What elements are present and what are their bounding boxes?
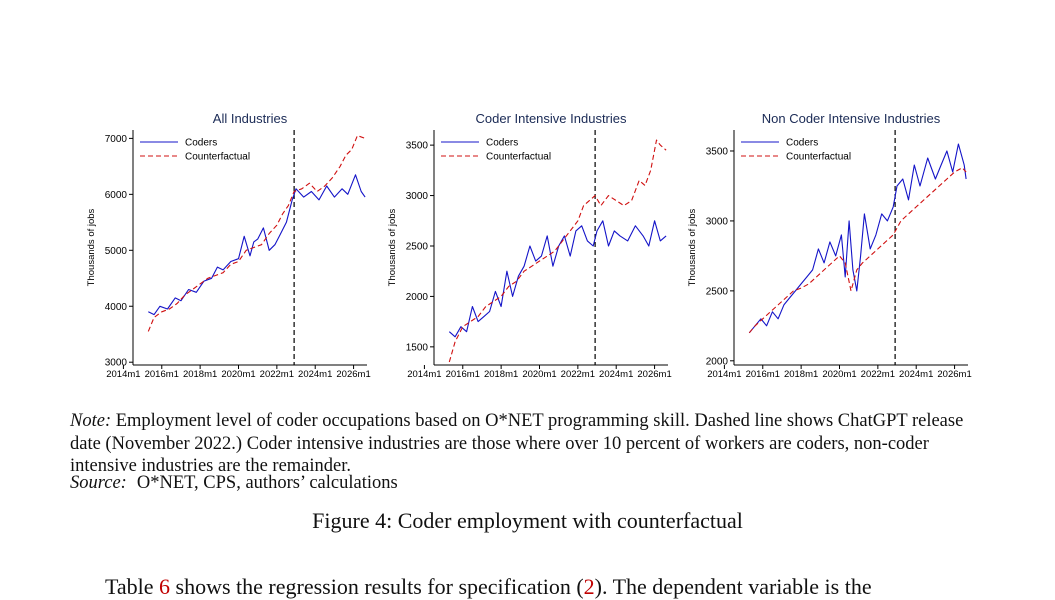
legend-label: Counterfactual bbox=[185, 152, 250, 163]
chart-panel-1: All Industries 3000 4000 5000 6000 7000 2014m1… bbox=[86, 111, 371, 380]
series-line-counterfactual bbox=[748, 167, 967, 334]
figure-caption: Figure 4: Coder employment with counterf… bbox=[312, 508, 743, 533]
legend-label: Coders bbox=[185, 138, 217, 149]
x-tick-label: 2014m1 bbox=[106, 369, 140, 380]
y-axis-label: Thousands of jobs bbox=[387, 208, 398, 286]
series-line-coders bbox=[748, 143, 967, 334]
x-tick-label: 2026m1 bbox=[937, 369, 971, 380]
legend-label: Counterfactual bbox=[786, 152, 851, 163]
y-axis-label: Thousands of jobs bbox=[86, 208, 97, 286]
x-tick-label: 2014m1 bbox=[707, 369, 741, 380]
y-tick-label: 7000 bbox=[105, 134, 128, 145]
legend-label: Coders bbox=[486, 138, 518, 149]
legend-label: Counterfactual bbox=[486, 152, 551, 163]
source-label: Source: bbox=[70, 473, 127, 493]
y-tick-label: 5000 bbox=[105, 246, 128, 257]
chart-title: All Industries bbox=[213, 111, 288, 126]
chart-title: Non Coder Intensive Industries bbox=[762, 111, 941, 126]
y-tick-label: 3000 bbox=[706, 216, 729, 227]
y-tick-label: 2500 bbox=[406, 241, 429, 252]
x-tick-label: 2018m1 bbox=[784, 369, 818, 380]
x-tick-label: 2026m1 bbox=[637, 369, 671, 380]
y-tick-label: 3000 bbox=[105, 358, 128, 369]
y-axis-label: Thousands of jobs bbox=[687, 208, 698, 286]
chart-title: Coder Intensive Industries bbox=[475, 111, 627, 126]
note-label: Note: bbox=[70, 411, 112, 431]
y-tick-label: 3500 bbox=[406, 141, 429, 152]
x-tick-label: 2018m1 bbox=[484, 369, 518, 380]
figure-source: Source: O*NET, CPS, authors’ calculations bbox=[70, 472, 398, 494]
y-tick-label: 4000 bbox=[105, 302, 128, 313]
y-tick-label: 3000 bbox=[406, 191, 429, 202]
x-tick-label: 2016m1 bbox=[145, 369, 179, 380]
figure-note: Note: Employment level of coder occupati… bbox=[70, 410, 990, 478]
y-tick-label: 1500 bbox=[406, 342, 429, 353]
x-tick-label: 2024m1 bbox=[899, 369, 933, 380]
y-tick-label: 2000 bbox=[406, 292, 429, 303]
x-tick-label: 2022m1 bbox=[561, 369, 595, 380]
series-line-coders bbox=[448, 220, 667, 338]
x-tick-label: 2020m1 bbox=[822, 369, 856, 380]
note-text: Employment level of coder occupations ba… bbox=[70, 411, 964, 476]
chart-panel-2: Coder Intensive Industries 1500 2000 2500 30… bbox=[387, 111, 672, 380]
y-tick-label: 2000 bbox=[706, 356, 729, 367]
series-line-counterfactual bbox=[147, 135, 366, 332]
x-tick-label: 2016m1 bbox=[446, 369, 480, 380]
legend-label: Coders bbox=[786, 138, 818, 149]
figure-panels: All Industries 3000 4000 5000 6000 7000 2014m1… bbox=[86, 111, 972, 380]
body-paragraph: Table 6 shows the regression results for… bbox=[105, 574, 872, 599]
x-tick-label: 2020m1 bbox=[221, 369, 255, 380]
chart-panel-3: Non Coder Intensive Industries 2000 2500 30… bbox=[687, 111, 972, 380]
table-ref-link[interactable]: 6 bbox=[159, 574, 171, 599]
x-tick-label: 2018m1 bbox=[183, 369, 217, 380]
equation-ref-link[interactable]: 2 bbox=[583, 574, 595, 599]
source-text: O*NET, CPS, authors’ calculations bbox=[136, 473, 398, 493]
x-tick-label: 2024m1 bbox=[298, 369, 332, 380]
x-tick-label: 2020m1 bbox=[522, 369, 556, 380]
x-tick-label: 2022m1 bbox=[260, 369, 294, 380]
x-tick-label: 2026m1 bbox=[336, 369, 370, 380]
series-line-coders bbox=[148, 174, 366, 316]
x-tick-label: 2022m1 bbox=[861, 369, 895, 380]
y-tick-label: 6000 bbox=[105, 190, 128, 201]
series-line-counterfactual bbox=[448, 139, 667, 363]
y-tick-label: 2500 bbox=[706, 286, 729, 297]
x-tick-label: 2024m1 bbox=[599, 369, 633, 380]
y-tick-label: 3500 bbox=[706, 146, 729, 157]
x-tick-label: 2014m1 bbox=[407, 369, 441, 380]
x-tick-label: 2016m1 bbox=[746, 369, 780, 380]
